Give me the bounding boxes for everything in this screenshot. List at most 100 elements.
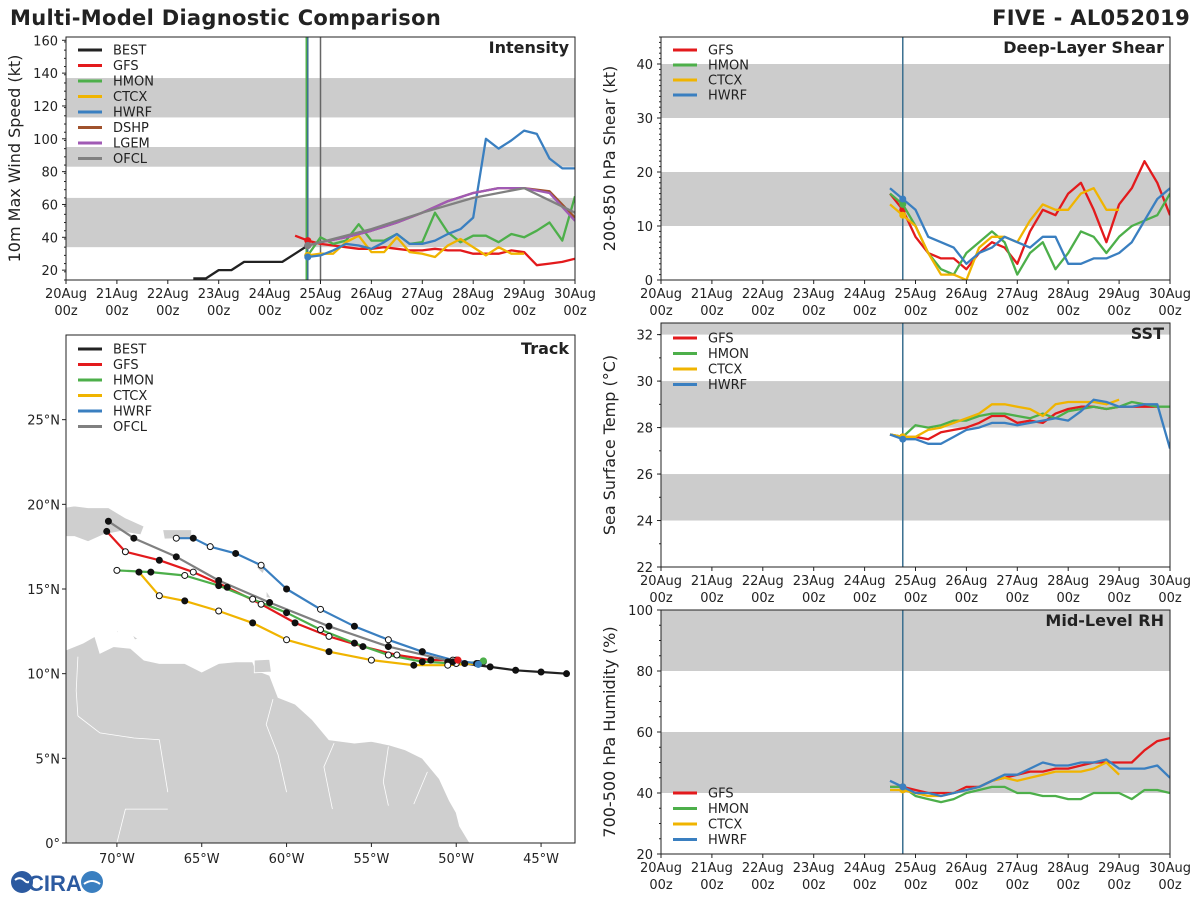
threshold-band-1 bbox=[661, 64, 1170, 118]
y-tick-label: 15°N bbox=[27, 583, 60, 598]
storm-id: FIVE - AL052019 bbox=[992, 6, 1190, 30]
init-marker-hwrf bbox=[899, 195, 907, 203]
y-tick-label: 24 bbox=[636, 515, 653, 530]
x-tick-label: 00z bbox=[700, 878, 724, 893]
x-tick-label: 21Aug bbox=[96, 287, 138, 302]
land-polygon-6 bbox=[265, 589, 273, 599]
x-tick-label: 28Aug bbox=[1047, 287, 1089, 302]
x-tick-label: 70°W bbox=[99, 852, 135, 867]
init-marker-ofcl bbox=[304, 242, 312, 250]
legend-label-ctcx: CTCX bbox=[113, 389, 147, 404]
panel-title: Deep-Layer Shear bbox=[1003, 38, 1164, 57]
x-tick-label: 00z bbox=[1006, 878, 1030, 893]
legend-label-gfs: GFS bbox=[708, 332, 734, 347]
series-line-best bbox=[193, 244, 309, 280]
x-tick-label: 00z bbox=[751, 878, 775, 893]
track-point-gfs bbox=[427, 656, 435, 664]
legend-label-hwrf: HWRF bbox=[708, 833, 747, 848]
track-point-gfs bbox=[155, 556, 163, 564]
x-tick-label: 29Aug bbox=[1098, 287, 1140, 302]
track-init-hmon bbox=[479, 657, 487, 665]
x-tick-label: 00z bbox=[462, 304, 486, 319]
logo-text: CIRA bbox=[28, 871, 82, 896]
x-tick-label: 45°W bbox=[523, 852, 559, 867]
track-point-best bbox=[563, 670, 571, 678]
x-tick-label: 00z bbox=[649, 304, 673, 319]
track-point-hmon bbox=[249, 595, 257, 603]
x-tick-label: 23Aug bbox=[793, 861, 835, 876]
x-tick-label: 20Aug bbox=[640, 861, 682, 876]
track-line-hmon bbox=[116, 569, 484, 665]
x-tick-label: 27Aug bbox=[996, 861, 1038, 876]
series-line-hmon bbox=[889, 192, 1170, 276]
legend-label-ctcx: CTCX bbox=[708, 74, 742, 89]
legend-label-ofcl: OFCL bbox=[113, 152, 148, 167]
track-point-ctcx bbox=[249, 619, 257, 627]
track-line-hwrf bbox=[176, 537, 479, 665]
track-point-gfs bbox=[325, 632, 333, 640]
panel-shear: 0 10 20 30 40 20Aug 00z 21Aug 00z 22Aug 00z 23Aug 00… bbox=[600, 36, 1191, 319]
track-point-best bbox=[512, 666, 520, 674]
y-axis-label: Sea Surface Temp (°C) bbox=[600, 355, 619, 535]
series-line-hmon bbox=[890, 785, 1170, 804]
x-tick-label: 00z bbox=[105, 304, 129, 319]
x-tick-label: 00z bbox=[1006, 304, 1030, 319]
threshold-band-1 bbox=[661, 610, 1170, 671]
x-tick-label: 50°W bbox=[438, 852, 474, 867]
x-tick-label: 00z bbox=[1158, 591, 1182, 606]
x-tick-label: 00z bbox=[411, 304, 435, 319]
track-point-ctcx bbox=[367, 656, 375, 664]
track-point-hwrf bbox=[206, 543, 214, 551]
x-tick-label: 00z bbox=[563, 304, 587, 319]
y-tick-label: 80 bbox=[41, 166, 58, 181]
series-line-ctcx bbox=[890, 761, 1120, 798]
threshold-band-1 bbox=[661, 381, 1170, 428]
legend-label-hwrf: HWRF bbox=[113, 106, 152, 121]
panel-sst: 22 24 26 28 30 32 20Aug 00z 21Aug 00z 22Aug 00z 23Au… bbox=[600, 322, 1191, 606]
track-point-ctcx bbox=[325, 648, 333, 656]
x-tick-label: 21Aug bbox=[691, 861, 733, 876]
legend-label-hmon: HMON bbox=[708, 802, 749, 817]
x-tick-label: 00z bbox=[1107, 591, 1131, 606]
x-tick-label: 00z bbox=[1006, 591, 1030, 606]
land-polygon-10 bbox=[115, 629, 120, 634]
track-point-gfs bbox=[121, 548, 129, 556]
track-point-gfs bbox=[393, 651, 401, 659]
init-marker-ctcx bbox=[899, 211, 907, 219]
legend-label-hmon: HMON bbox=[708, 347, 749, 362]
track-point-hwrf bbox=[317, 605, 324, 613]
x-tick-label: 00z bbox=[1057, 878, 1081, 893]
track-point-ofcl bbox=[266, 599, 274, 607]
threshold-band-2 bbox=[661, 323, 1170, 335]
x-tick-label: 24Aug bbox=[844, 287, 886, 302]
legend-label-gfs: GFS bbox=[708, 787, 734, 802]
x-tick-label: 28Aug bbox=[452, 287, 494, 302]
x-tick-label: 20Aug bbox=[640, 287, 682, 302]
track-point-ctcx bbox=[181, 597, 189, 605]
track-point-hwrf bbox=[189, 534, 197, 542]
track-point-hmon bbox=[181, 571, 189, 579]
x-tick-label: 22Aug bbox=[742, 574, 784, 589]
x-tick-label: 24Aug bbox=[844, 574, 886, 589]
y-tick-label: 26 bbox=[636, 468, 653, 483]
track-point-ctcx bbox=[410, 661, 418, 669]
track-init-gfs bbox=[454, 656, 462, 664]
x-tick-label: 23Aug bbox=[793, 287, 835, 302]
legend-label-hmon: HMON bbox=[113, 75, 154, 90]
track-point-hwrf bbox=[172, 534, 180, 542]
x-tick-label: 00z bbox=[1158, 878, 1182, 893]
y-tick-label: 20°N bbox=[27, 498, 60, 513]
x-tick-label: 00z bbox=[853, 304, 877, 319]
track-point-ofcl bbox=[104, 517, 112, 525]
page-title: Multi-Model Diagnostic Comparison bbox=[10, 6, 442, 30]
init-marker-hmon bbox=[899, 200, 907, 208]
track-point-ctcx bbox=[215, 607, 223, 615]
track-point-gfs bbox=[189, 568, 197, 576]
x-tick-label: 26Aug bbox=[945, 574, 987, 589]
y-tick-label: 100 bbox=[628, 604, 653, 619]
track-line-ofcl bbox=[107, 520, 454, 663]
x-tick-label: 26Aug bbox=[945, 287, 987, 302]
y-tick-label: 0 bbox=[645, 274, 653, 289]
legend-label-ctcx: CTCX bbox=[708, 363, 742, 378]
x-tick-label: 29Aug bbox=[1098, 574, 1140, 589]
